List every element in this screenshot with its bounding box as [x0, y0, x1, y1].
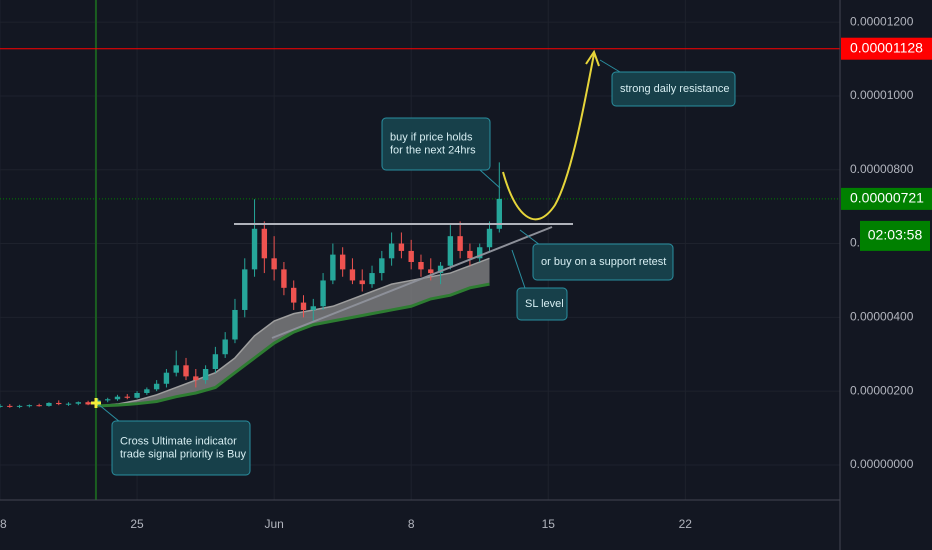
annotation-text: for the next 24hrs [390, 144, 476, 156]
candle-body [56, 402, 62, 405]
annotation-text: or buy on a support retest [541, 256, 666, 268]
candle-body [7, 405, 13, 407]
candle-body [281, 269, 287, 288]
candle-body [105, 399, 111, 401]
ma-line [97, 282, 490, 408]
time-axis-bg [0, 500, 840, 550]
candle-body [457, 236, 463, 251]
price-axis-bg [840, 0, 932, 550]
candle-body [486, 228, 493, 248]
candle-body [173, 365, 179, 373]
axes: 0.000012000.000010000.000008000.00000600… [0, 14, 932, 531]
pointer [599, 59, 621, 73]
candle-body [163, 372, 170, 384]
y-tick-label: 0.00000000 [850, 457, 914, 471]
candle-body [36, 405, 42, 407]
candle-body [320, 280, 326, 307]
annotation-text: buy if price holds [390, 131, 473, 143]
y-tick-label: 0.00000800 [850, 162, 914, 176]
x-tick-label: 15 [542, 517, 556, 531]
candle-body [144, 389, 150, 393]
trend-line [271, 226, 553, 339]
candle-body [242, 269, 248, 310]
pointer [97, 403, 121, 423]
x-tick-label: Jun [264, 517, 283, 531]
candle-body [437, 265, 444, 274]
candle-body [300, 302, 307, 310]
candle-body [339, 254, 346, 270]
price-label-bg [841, 187, 932, 210]
arrow-head [585, 49, 600, 67]
candle-body [408, 250, 414, 262]
candle-body [46, 402, 52, 406]
annotation-text: Cross Ultimate indicator [120, 435, 237, 447]
candle-body [496, 198, 502, 229]
candle-body [26, 405, 33, 407]
x-tick-label: 8 [408, 517, 415, 531]
candle-body [310, 306, 316, 310]
countdown-bg [860, 220, 930, 251]
drawings [91, 49, 621, 423]
candle-body [153, 383, 160, 390]
price-label-bg [841, 37, 932, 60]
candle-body [134, 392, 140, 398]
candle-body [193, 376, 199, 381]
y-tick-label: 0.00001000 [850, 88, 914, 102]
candle-body [114, 396, 121, 400]
projection-curve [502, 53, 595, 221]
pointer [511, 249, 526, 289]
x-tick-label: 18 [0, 517, 7, 531]
annotation-box [381, 117, 491, 171]
candle-body [0, 405, 3, 407]
candle-body [477, 247, 483, 259]
pointer [479, 169, 501, 189]
annotations: strong daily resistance buy if price hold… [111, 71, 736, 476]
candle-body [251, 228, 258, 270]
candle-body [212, 354, 219, 370]
x-tick-label: 22 [679, 517, 693, 531]
annotation-text: strong daily resistance [620, 83, 729, 95]
candle-body [261, 228, 268, 259]
candle-body [65, 403, 72, 405]
annotation-box [111, 420, 251, 476]
candle-body [124, 396, 130, 398]
candle-body [291, 287, 297, 303]
candle-body [75, 402, 82, 404]
annotation-text: trade signal priority is Buy [120, 448, 246, 460]
plot [0, 162, 502, 409]
candle-body [349, 269, 356, 281]
annotation-box [532, 243, 674, 281]
candle-body [428, 269, 434, 274]
candle-body [447, 236, 454, 266]
candle-body [467, 250, 473, 259]
x-tick-label: 25 [130, 517, 144, 531]
candle-body [369, 273, 375, 285]
annotation-box [611, 71, 736, 107]
price-label: 0.00000721 [850, 190, 924, 206]
countdown: 02:03:58 [868, 227, 923, 243]
y-tick-label: 0.00001200 [850, 14, 914, 28]
signal-marker [91, 398, 101, 408]
annotation-text: SL level [525, 298, 564, 310]
candle-body [202, 369, 209, 381]
candle-body [16, 405, 23, 407]
candle-body [85, 402, 91, 405]
candle-body [330, 254, 336, 281]
annotation-box [516, 287, 568, 321]
y-tick-label: 0.00000200 [850, 383, 914, 397]
candle-body [359, 280, 365, 285]
y-tick-label: 0.00000400 [850, 310, 914, 324]
candle-body [398, 243, 405, 251]
candle-body [388, 243, 395, 259]
candle-body [418, 261, 424, 270]
candle-body [183, 365, 189, 377]
pointer [519, 229, 541, 246]
candle-body [232, 309, 238, 340]
candle-body [271, 258, 277, 270]
price-label: 0.00001128 [850, 39, 923, 55]
candle-body [222, 339, 228, 355]
candle-body [379, 258, 385, 274]
